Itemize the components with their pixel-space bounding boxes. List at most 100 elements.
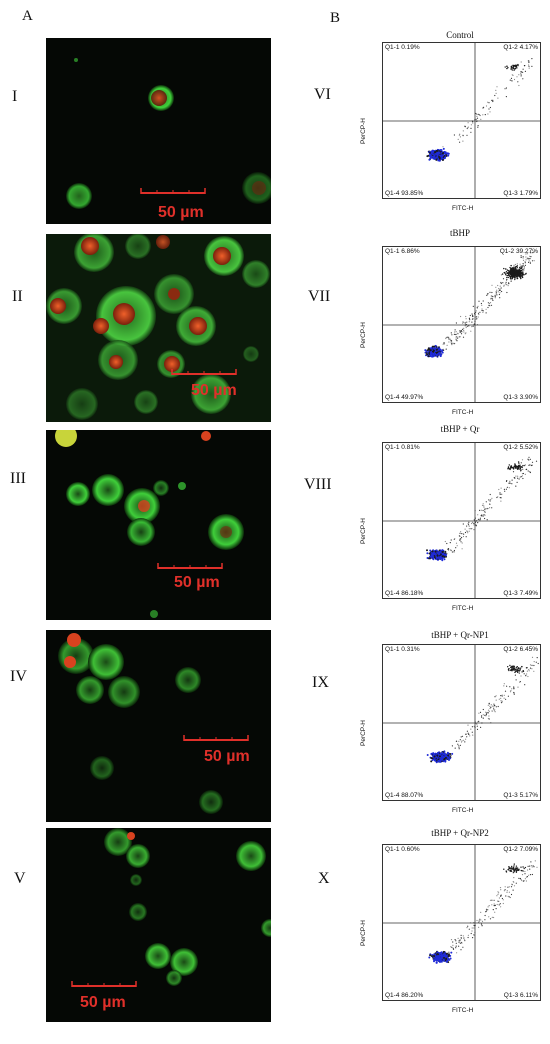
event-point [438,159,441,162]
event-point [426,155,429,158]
event-point [424,349,427,352]
event-point [508,270,510,272]
event-point [516,276,518,278]
event-point [433,955,435,957]
event-point [429,157,432,160]
event-point [499,492,501,494]
event-point [528,60,530,62]
event-point [439,759,442,762]
event-point [524,465,526,467]
event-point [459,532,461,534]
event-point [446,952,448,955]
event-point [495,695,497,697]
event-point [508,866,510,868]
panel-label-a: A [22,8,33,24]
event-point [511,69,513,71]
event-point [519,263,521,265]
event-point [509,686,511,688]
event-point [483,514,485,516]
event-point [472,122,474,124]
event-point [527,869,529,871]
event-point [463,937,465,939]
event-point [435,348,438,351]
quadrant-q1-3: Q1-3 7.49% [503,590,538,597]
event-point [505,480,508,482]
event-point [515,475,517,477]
event-point [525,259,527,261]
event-point [527,470,529,472]
event-point [440,951,443,954]
event-point [434,759,437,762]
event-point [461,542,463,544]
event-point [432,347,435,350]
event-point [513,264,515,266]
event-point [460,736,462,738]
event-point [525,253,527,255]
event-point [505,895,507,897]
event-point [477,126,479,128]
event-point [432,349,435,352]
event-point [436,554,439,557]
event-point [481,920,484,922]
event-point [457,138,459,140]
event-point [537,662,539,665]
event-point [426,552,429,555]
event-point [439,957,442,960]
event-point [509,691,512,693]
event-point [514,278,516,281]
event-point [477,113,479,115]
y-axis-label: PerCP-H [360,117,367,144]
event-point [516,670,519,673]
event-point [509,664,511,667]
event-point [505,281,507,283]
micrograph-tbhp: 50 µm [46,234,271,422]
event-point [479,711,482,713]
event-point [521,879,523,882]
event-point [436,754,439,757]
event-point [500,894,502,896]
event-point [508,891,510,893]
event-point [462,322,464,324]
event-point [452,947,454,949]
event-point [522,468,524,470]
event-point [521,466,523,468]
event-point [524,261,526,263]
event-point [522,464,524,467]
event-point [520,675,522,677]
event-point [441,553,444,556]
event-point [497,97,499,99]
event-point [508,886,510,888]
event-point [446,553,448,555]
event-point [451,752,454,755]
event-point [467,126,469,128]
event-point [485,911,487,913]
event-point [477,312,480,314]
event-point [526,468,528,470]
event-point [461,548,463,550]
event-point [438,156,441,158]
event-point [499,292,501,294]
event-point [503,685,505,687]
event-point [503,284,505,286]
event-point [520,878,522,881]
event-point [508,464,510,466]
event-point [486,712,488,714]
event-point [515,870,518,872]
event-point [521,275,523,277]
event-point [529,262,531,264]
event-point [467,925,469,927]
event-point [511,670,513,672]
event-point [497,891,499,893]
event-point [441,152,444,155]
event-point [517,671,519,674]
event-point [472,734,474,736]
event-point [514,263,517,266]
event-point [447,548,450,550]
event-point [480,726,482,728]
event-point [461,735,464,737]
event-point [528,260,530,262]
event-point [491,899,493,901]
event-point [467,532,469,534]
event-point [450,754,452,756]
event-point [518,84,520,87]
